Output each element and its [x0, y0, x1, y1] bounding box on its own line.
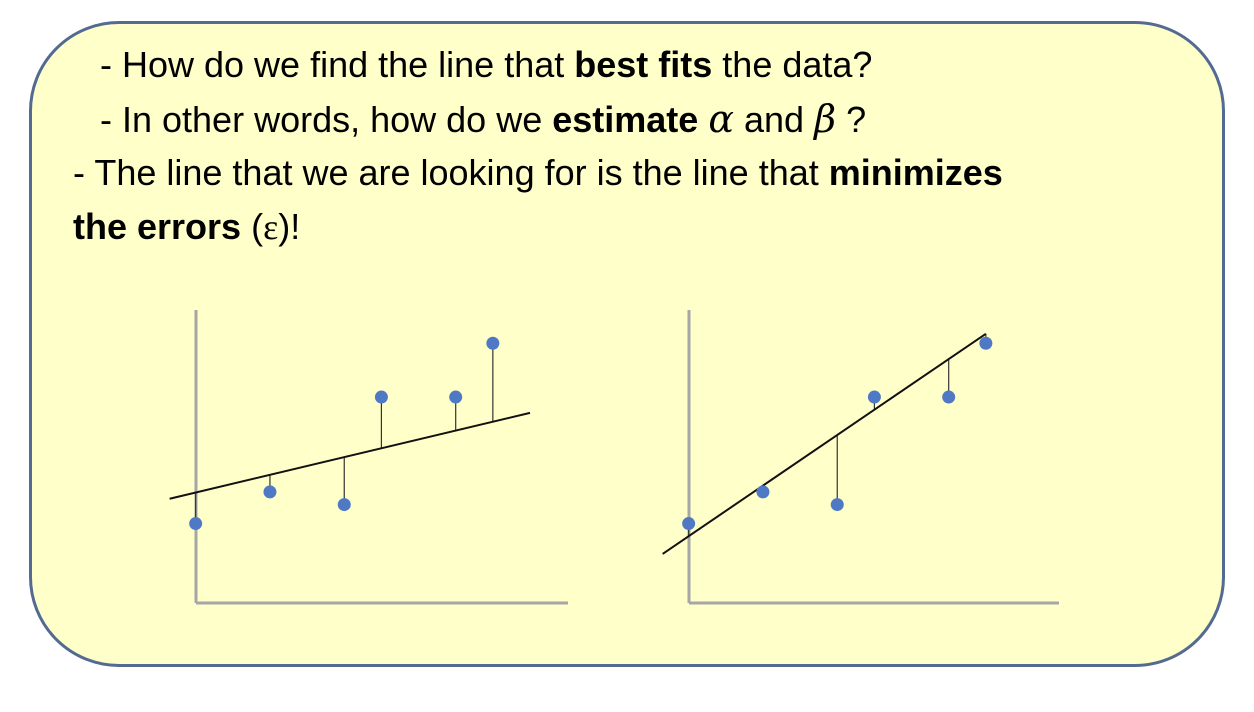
bullet-1-prefix: - How do we find the line that: [100, 44, 575, 85]
bullet-2-middle: and: [744, 99, 805, 140]
slide-card: [29, 21, 1225, 667]
plot-2-data-point-1: [682, 517, 696, 531]
plot-1-fit-line: [169, 411, 531, 500]
epsilon-symbol: ε: [263, 207, 279, 247]
bullet-estimate: - In other words, how do we estimate α a…: [100, 98, 866, 141]
plot-1-data-point-3: [337, 498, 351, 512]
plot-2-data-point-3: [830, 498, 844, 512]
plot-2-data-point-2: [756, 485, 770, 499]
plot-1-data-point-4: [374, 390, 388, 404]
plot-2-data-point-5: [942, 390, 956, 404]
beta-symbol: β: [814, 97, 837, 141]
bullet-4-bold: the errors: [73, 206, 242, 247]
plot-1-data-point-5: [449, 390, 463, 404]
bullet-4-open: (: [241, 206, 264, 247]
plot-1-data-point-2: [263, 485, 277, 499]
plot-1-data-point-6: [486, 336, 500, 350]
bullet-1-suffix: the data?: [712, 44, 873, 85]
bullet-1-bold: best fits: [574, 44, 713, 85]
bullet-2-bold: estimate: [552, 99, 699, 140]
bullet-best-fit: - How do we find the line that best fits…: [100, 44, 872, 86]
alpha-symbol: α: [708, 97, 734, 141]
plot-2-fit-line: [662, 332, 987, 555]
bullet-2-suffix: ?: [846, 99, 867, 140]
bullet-3-prefix: - The line that we are looking for is th…: [73, 152, 829, 193]
plot-2-data-point-6: [979, 336, 993, 350]
bullet-2-prefix: - In other words, how do we: [100, 99, 553, 140]
bullet-minimizes: - The line that we are looking for is th…: [73, 152, 1003, 194]
plot-2-data-point-4: [867, 390, 881, 404]
bullet-errors: the errors (ε)!: [73, 206, 300, 248]
bullet-4-close: )!: [278, 206, 301, 247]
bullet-3-bold: minimizes: [828, 152, 1003, 193]
plot-1-data-point-1: [189, 517, 203, 531]
